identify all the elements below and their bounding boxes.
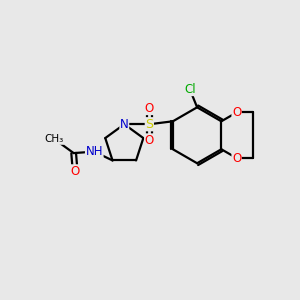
Text: N: N <box>120 118 129 131</box>
Text: O: O <box>70 165 80 178</box>
Text: S: S <box>145 118 153 131</box>
Text: Cl: Cl <box>184 82 196 95</box>
Text: O: O <box>145 134 154 147</box>
Text: O: O <box>232 106 241 119</box>
Text: CH₃: CH₃ <box>44 134 64 144</box>
Text: O: O <box>232 152 241 165</box>
Text: NH: NH <box>85 145 103 158</box>
Text: O: O <box>145 101 154 115</box>
